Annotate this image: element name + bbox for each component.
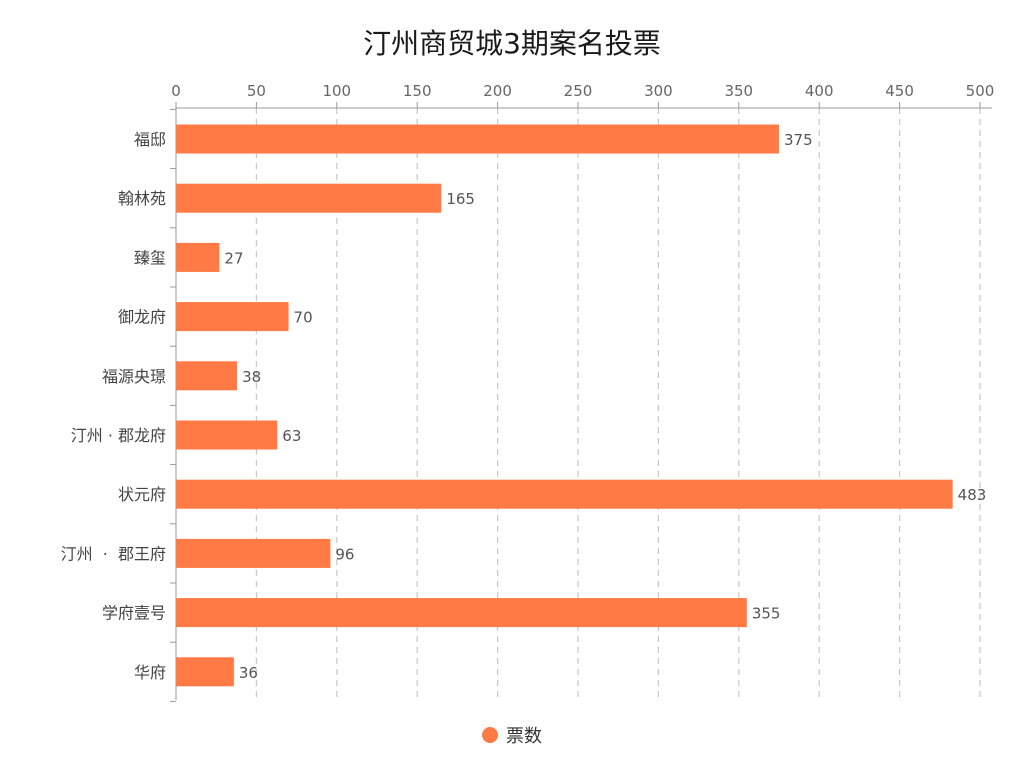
bar	[176, 242, 220, 272]
legend-marker	[482, 727, 498, 743]
data-label: 355	[752, 605, 781, 623]
category-label: 学府壹号	[102, 604, 166, 623]
category-label: 汀州 · 郡王府	[61, 544, 166, 563]
x-tick-label: 250	[564, 82, 593, 100]
bar	[176, 124, 779, 154]
bar	[176, 479, 953, 509]
x-tick-label: 300	[644, 82, 673, 100]
legend-label: 票数	[506, 726, 542, 747]
bar	[176, 420, 278, 450]
x-tick-label: 200	[483, 82, 512, 100]
bar	[176, 657, 234, 687]
data-label: 96	[335, 545, 354, 563]
data-label: 36	[239, 664, 258, 682]
x-tick-label: 350	[724, 82, 753, 100]
x-tick-label: 400	[805, 82, 834, 100]
bar	[176, 183, 442, 213]
data-label: 375	[784, 131, 813, 149]
bar	[176, 598, 747, 628]
bar	[176, 538, 331, 568]
x-tick-label: 500	[966, 82, 995, 100]
category-label: 臻玺	[134, 248, 166, 267]
legend[interactable]: 票数	[0, 722, 1024, 748]
bar	[176, 302, 289, 332]
x-tick-label: 450	[885, 82, 914, 100]
category-label: 华府	[134, 663, 166, 682]
data-label: 165	[446, 190, 475, 208]
data-label: 63	[282, 427, 301, 445]
data-label: 27	[224, 249, 243, 267]
x-tick-label: 0	[171, 82, 181, 100]
x-tick-label: 150	[403, 82, 432, 100]
category-label: 福源央璟	[102, 367, 166, 386]
chart-title: 汀州商贸城3期案名投票	[363, 27, 661, 60]
category-label: 翰林苑	[118, 189, 166, 208]
category-label: 御龙府	[118, 308, 166, 327]
data-label: 70	[294, 309, 313, 327]
data-label: 38	[242, 368, 261, 386]
x-tick-label: 50	[247, 82, 266, 100]
data-label: 483	[958, 486, 987, 504]
category-label: 汀州 · 郡龙府	[71, 426, 166, 445]
x-tick-label: 100	[322, 82, 351, 100]
category-label: 状元府	[118, 485, 166, 504]
bar	[176, 361, 238, 391]
category-label: 福邸	[134, 130, 166, 149]
